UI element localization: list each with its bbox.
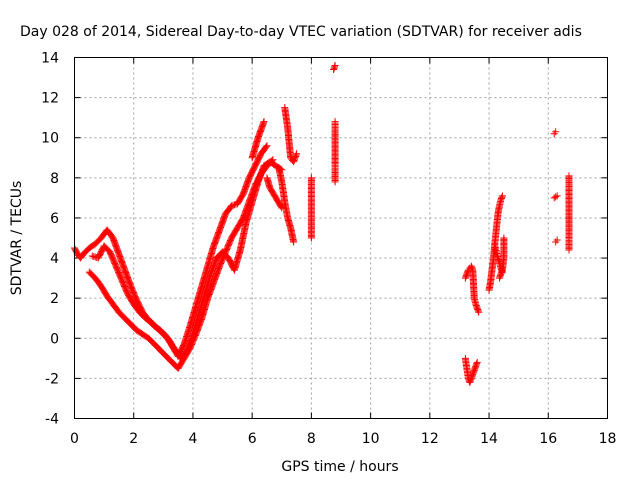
data-point-marker [293,150,301,158]
data-point-marker [475,308,483,316]
data-point-marker [498,268,506,276]
data-point-marker [88,252,96,260]
data-point-marker [550,194,558,202]
y-tick-label: 6 [50,211,59,227]
data-point-marker [230,201,238,209]
data-point-marker [268,157,276,165]
data-point-marker [263,142,271,150]
y-tick-label: 8 [50,171,59,187]
x-tick-label: 4 [188,431,197,447]
x-axis-label: GPS time / hours [281,459,398,475]
plot-frame [74,57,608,419]
y-tick-label: 14 [41,51,59,67]
data-point-marker [495,274,503,282]
x-tick-label: 2 [129,431,138,447]
axis-ticks [74,57,608,419]
x-tick-label: 0 [70,431,79,447]
data-points [71,62,573,386]
data-point-marker [229,201,237,209]
y-tick-label: 2 [50,291,59,307]
y-tick-label: 0 [50,331,59,347]
x-tick-label: 8 [307,431,316,447]
data-point-marker [262,143,270,151]
y-tick-label: 4 [50,251,59,267]
data-point-marker [331,62,339,70]
x-tick-label: 18 [599,431,617,447]
x-tick-label: 12 [421,431,439,447]
data-point-marker [277,203,285,211]
x-tick-label: 14 [480,431,498,447]
data-point-marker [473,358,481,366]
x-tick-label: 6 [248,431,257,447]
chart-title: Day 028 of 2014, Sidereal Day-to-day VTE… [20,24,582,40]
grid-lines [74,57,608,419]
y-axis-label: SDTVAR / TECUs [9,181,25,296]
data-point-marker [260,118,268,126]
x-tick-label: 10 [362,431,380,447]
data-point-marker [290,238,298,246]
x-tick-label: 16 [539,431,557,447]
data-point-marker [307,234,315,242]
data-point-marker [227,202,235,210]
y-tick-labels: -4 -2 0 2 4 6 8 10 12 14 [41,51,59,428]
data-point-marker [498,192,506,200]
x-tick-labels: 0 2 4 6 8 10 12 14 16 18 [70,431,616,447]
y-tick-label: -2 [45,371,59,387]
y-tick-label: 12 [41,91,59,107]
data-point-marker [552,128,560,136]
data-point-marker [552,238,560,246]
y-tick-label: 10 [41,131,59,147]
data-point-marker [565,246,573,254]
data-point-marker [269,156,277,164]
data-point-marker [552,193,560,201]
data-point-marker [331,178,339,186]
y-tick-label: -4 [45,412,59,428]
data-point-marker [278,204,286,212]
